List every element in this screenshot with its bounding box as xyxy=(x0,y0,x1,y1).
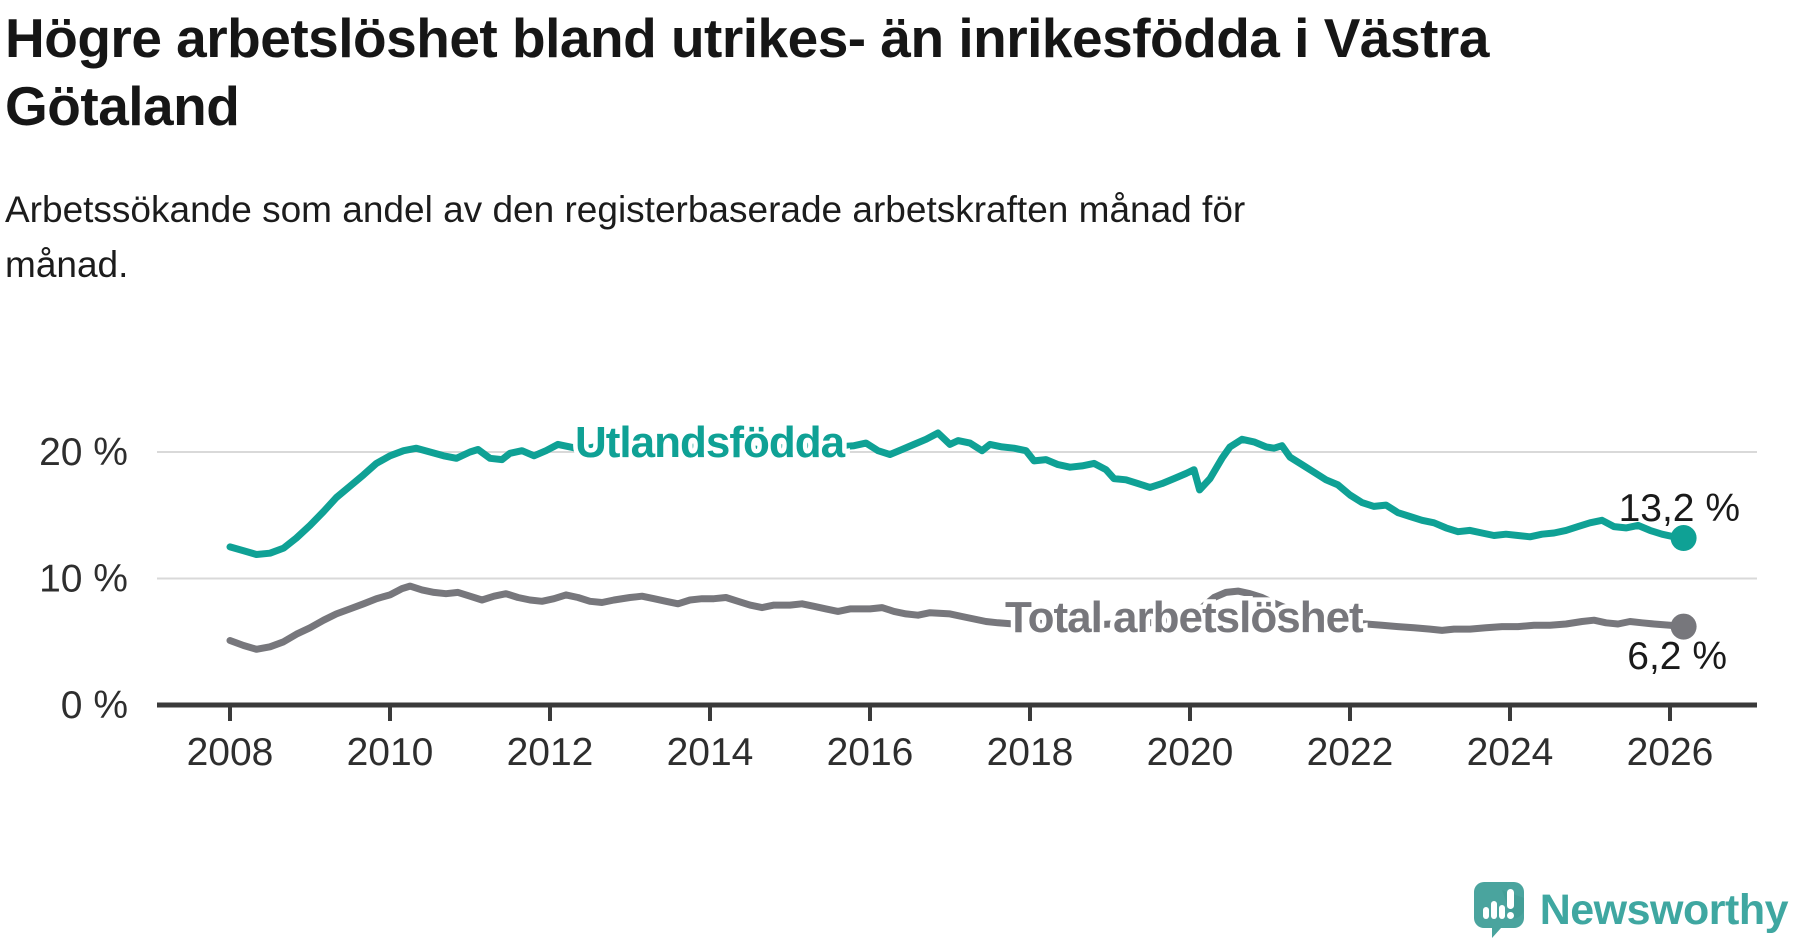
end-value-label-utlandsfodda: 13,2 % xyxy=(1619,487,1740,530)
x-tick-label: 2022 xyxy=(1307,731,1394,774)
series-end-dot-total xyxy=(1670,613,1697,640)
series-line-utlandsfodda xyxy=(226,429,1688,558)
end-value-label-total: 6,2 % xyxy=(1627,635,1727,678)
bar-icon-medium xyxy=(1498,905,1505,919)
x-tick-label: 2012 xyxy=(507,731,594,774)
x-tick-label: 2026 xyxy=(1627,731,1714,774)
chart-subtitle: Arbetssökande som andel av den registerb… xyxy=(5,189,1246,285)
exclamation-bar xyxy=(1506,889,1514,909)
brand-footer: Newsworthy xyxy=(1472,880,1789,940)
x-tick-label: 2010 xyxy=(347,731,434,774)
bar-icon-small xyxy=(1482,907,1489,919)
newsworthy-logo-icon xyxy=(1473,882,1524,938)
y-tick-label: 20 % xyxy=(39,431,128,474)
series-end-dot-utlandsfodda xyxy=(1670,525,1697,552)
bar-icon-tall xyxy=(1490,901,1497,919)
series-line-total xyxy=(226,582,1688,653)
exclamation-dot xyxy=(1506,912,1514,919)
x-tick-label: 2018 xyxy=(987,731,1074,774)
series-label-total: Total arbetslöshet xyxy=(1005,593,1364,642)
y-tick-label: 0 % xyxy=(61,684,128,727)
x-tick-label: 2008 xyxy=(187,731,274,774)
x-tick-label: 2020 xyxy=(1147,731,1234,774)
x-tick-label: 2024 xyxy=(1467,731,1554,774)
series-label-utlandsfodda: Utlandsfödda xyxy=(575,418,846,467)
y-tick-label: 10 % xyxy=(39,558,128,601)
page-title: Högre arbetslöshet bland utrikes- än inr… xyxy=(5,7,1489,137)
x-tick-label: 2014 xyxy=(667,731,754,774)
brand-name: Newsworthy xyxy=(1539,885,1789,934)
x-tick-label: 2016 xyxy=(827,731,914,774)
